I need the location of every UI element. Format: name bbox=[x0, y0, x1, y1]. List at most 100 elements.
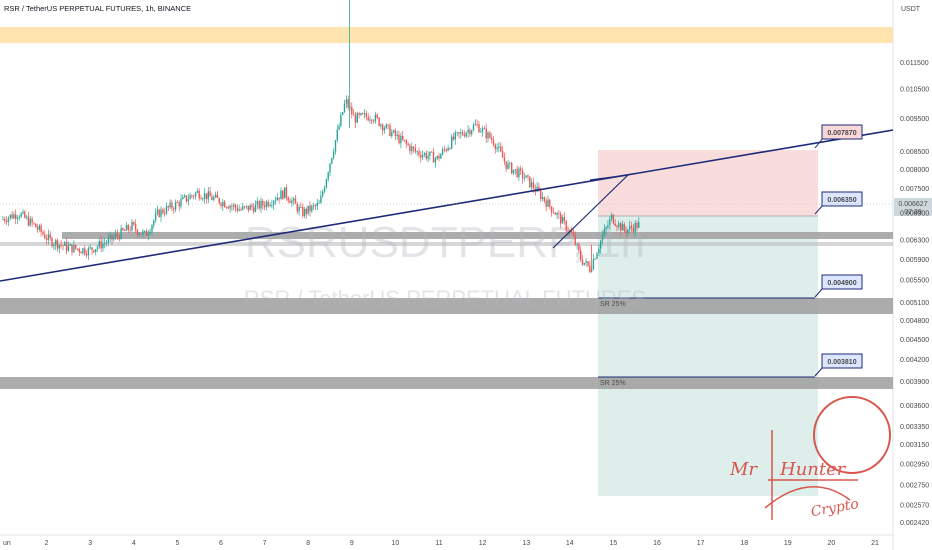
candle-bull bbox=[634, 223, 636, 232]
candle-bear bbox=[500, 146, 502, 152]
candle-bull bbox=[87, 248, 90, 256]
candle-bear bbox=[133, 222, 135, 225]
x-tick-label: 15 bbox=[610, 540, 618, 547]
x-tick-label: 3 bbox=[88, 540, 92, 547]
candle-bull bbox=[523, 177, 526, 179]
candle-bear bbox=[394, 130, 397, 136]
y-tick-label: 0.010500 bbox=[900, 87, 929, 94]
target-band-1 bbox=[0, 298, 893, 314]
candle-bear bbox=[111, 235, 113, 240]
candle-bear bbox=[15, 214, 17, 219]
candle-bull bbox=[13, 214, 15, 219]
candle-bull bbox=[547, 199, 549, 207]
price-callout-2-text: 0.004900 bbox=[827, 280, 856, 287]
candle-bear bbox=[532, 182, 535, 189]
candle-bull bbox=[254, 204, 257, 212]
candle-bear bbox=[489, 132, 491, 138]
price-callout-1: 0.006350 bbox=[814, 191, 863, 215]
price-callout-0-text: 0.007870 bbox=[827, 130, 856, 137]
candle-bear bbox=[398, 134, 400, 144]
candle-bear bbox=[538, 186, 540, 191]
candle-bull bbox=[320, 195, 322, 203]
candle-bear bbox=[35, 223, 37, 228]
candle-bear bbox=[282, 190, 284, 199]
signature-line2: Hunter bbox=[779, 459, 847, 480]
candle-bull bbox=[120, 228, 122, 239]
signature-line3: Crypto bbox=[810, 496, 860, 520]
candle-bull bbox=[507, 163, 509, 169]
candle-bear bbox=[581, 259, 584, 265]
candle-bear bbox=[253, 207, 255, 212]
candle-bull bbox=[454, 132, 456, 140]
price-callout-3-text: 0.003810 bbox=[827, 359, 856, 366]
y-tick-label: 0.002750 bbox=[900, 482, 929, 489]
candle-bear bbox=[351, 107, 353, 115]
y-tick-label: 0.002570 bbox=[900, 502, 929, 509]
candle-bull bbox=[423, 153, 426, 155]
candle-bull bbox=[114, 234, 117, 238]
candle-bear bbox=[352, 114, 355, 116]
candle-bear bbox=[570, 230, 573, 233]
candle-bull bbox=[338, 126, 340, 130]
candle-bear bbox=[75, 244, 77, 249]
candle-bear bbox=[24, 211, 26, 218]
x-tick-label: 13 bbox=[522, 540, 530, 547]
candle-bear bbox=[580, 250, 582, 260]
candle-bull bbox=[514, 169, 516, 170]
candle-bull bbox=[345, 99, 348, 104]
candle-bull bbox=[7, 217, 10, 222]
candle-bull bbox=[156, 209, 159, 214]
candle-bull bbox=[20, 213, 22, 217]
x-tick-label: 2 bbox=[45, 540, 49, 547]
y-axis-ticks: 0.011500 0.010500 0.009500 0.008500 0.008000… bbox=[900, 60, 929, 527]
candle-bear bbox=[492, 140, 495, 145]
candle-bull bbox=[467, 129, 469, 133]
candle-bear bbox=[432, 152, 435, 163]
y-tick-label: 0.006900 bbox=[900, 211, 929, 218]
candle-bear bbox=[134, 224, 137, 230]
candle-bear bbox=[267, 201, 269, 206]
candle-bear bbox=[372, 120, 375, 122]
candle-bear bbox=[552, 212, 555, 214]
candle-bull bbox=[64, 242, 66, 246]
candle-bear bbox=[405, 140, 407, 144]
candle-bear bbox=[520, 168, 522, 171]
candle-bull bbox=[113, 237, 115, 240]
candle-bull bbox=[147, 233, 149, 236]
candle-bear bbox=[409, 145, 411, 152]
candle-bull bbox=[105, 242, 108, 244]
candle-bull bbox=[53, 244, 55, 247]
candle-bull bbox=[273, 201, 275, 205]
y-tick-label: 0.008500 bbox=[900, 149, 929, 156]
candle-bull bbox=[327, 172, 329, 180]
signature-line1: Mr bbox=[729, 459, 758, 480]
candle-bear bbox=[76, 248, 79, 250]
candle-bear bbox=[418, 151, 420, 155]
support-band-1 bbox=[62, 232, 893, 239]
candle-bull bbox=[169, 202, 171, 208]
candle-bull bbox=[73, 244, 75, 253]
candle-bear bbox=[529, 176, 531, 188]
candle-bull bbox=[607, 225, 609, 228]
candle-bull bbox=[202, 198, 204, 200]
candle-bear bbox=[560, 213, 562, 224]
candle-bear bbox=[387, 124, 389, 126]
candle-bull bbox=[67, 245, 70, 251]
candle-bull bbox=[592, 259, 595, 269]
candle-bull bbox=[196, 190, 199, 193]
candle-bear bbox=[625, 230, 627, 234]
candle-bear bbox=[587, 261, 589, 266]
candle-bull bbox=[618, 223, 620, 228]
candle-bear bbox=[44, 234, 46, 239]
candle-bull bbox=[603, 229, 605, 236]
candle-bear bbox=[51, 237, 53, 247]
candle-bull bbox=[104, 243, 106, 244]
candle-bull bbox=[298, 207, 300, 212]
candle-bear bbox=[521, 170, 524, 179]
candle-bear bbox=[216, 194, 219, 198]
candle-bull bbox=[480, 131, 482, 133]
candle-bull bbox=[102, 243, 104, 249]
candle-bear bbox=[403, 139, 406, 141]
y-tick-label: 0.003350 bbox=[900, 424, 929, 431]
candle-bear bbox=[209, 191, 211, 197]
